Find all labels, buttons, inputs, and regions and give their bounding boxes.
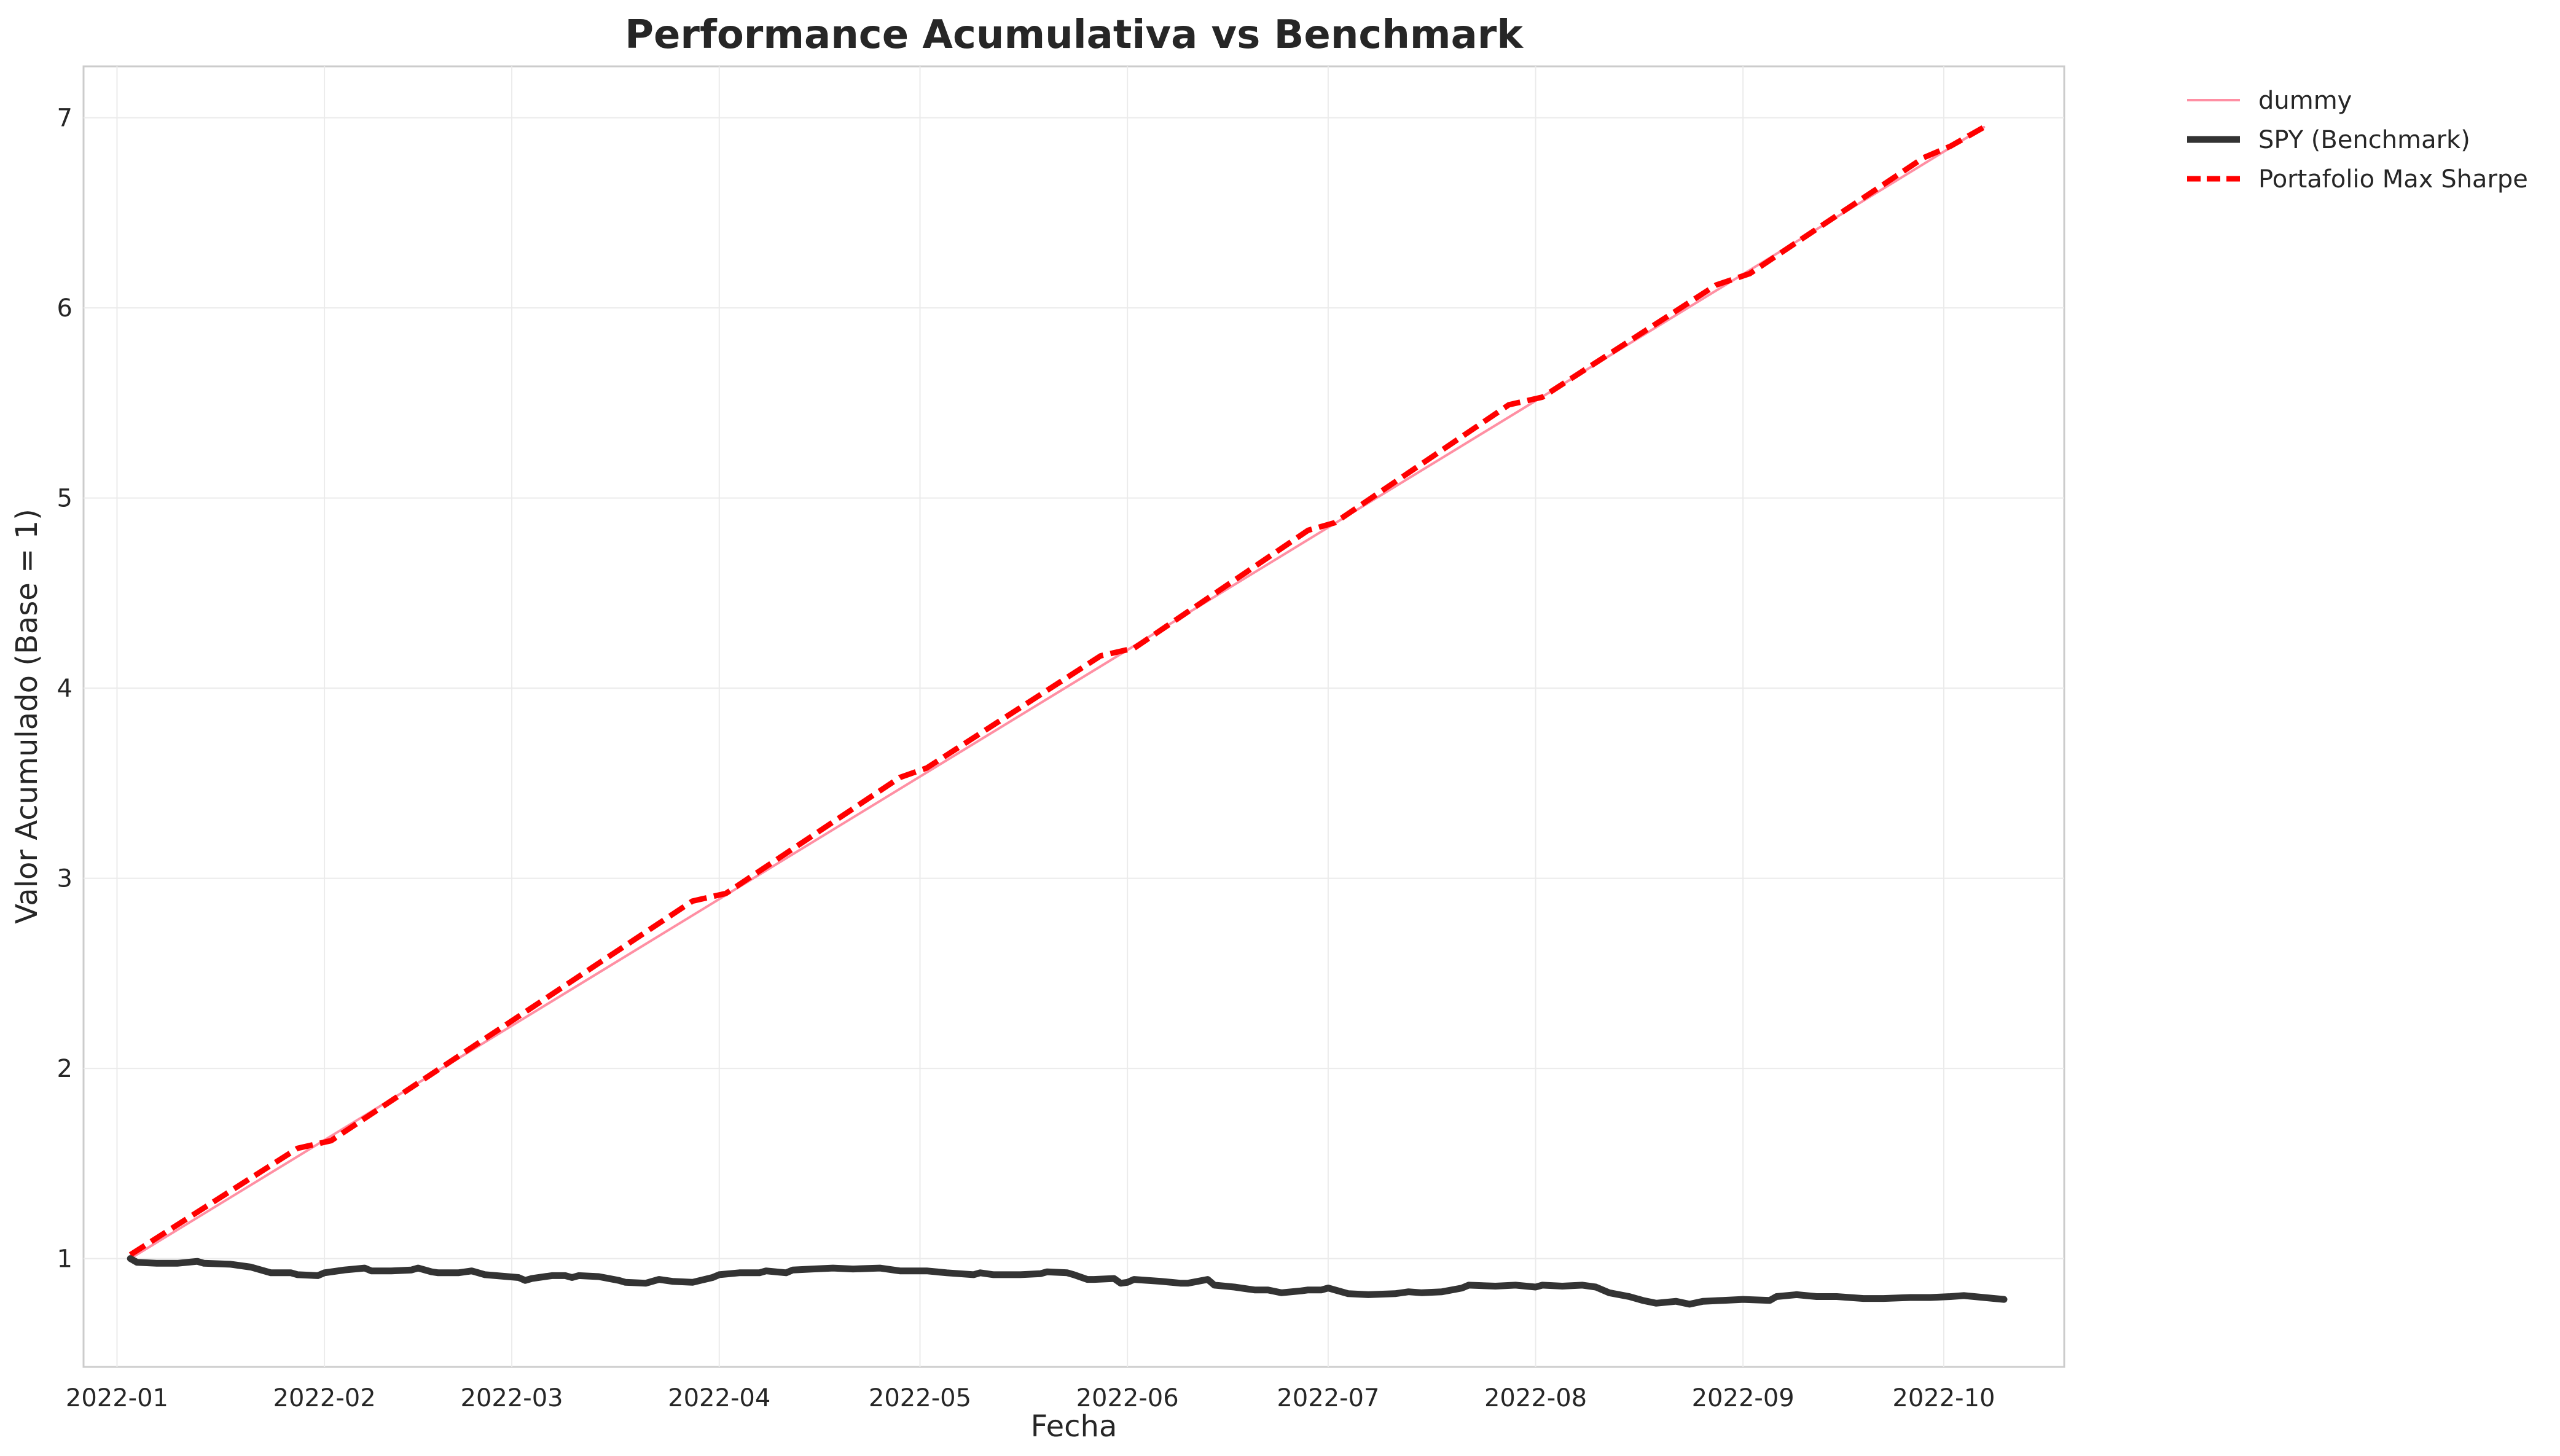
y-axis-label: Valor Acumulado (Base = 1): [10, 509, 44, 924]
x-axis-label: Fecha: [1031, 1409, 1118, 1444]
x-tick-label: 2022-09: [1692, 1384, 1795, 1412]
y-tick-label: 4: [57, 675, 72, 703]
x-tick-label: 2022-05: [869, 1384, 971, 1412]
legend-label: Portafolio Max Sharpe: [2258, 165, 2528, 194]
chart-title: Performance Acumulativa vs Benchmark: [625, 12, 1524, 58]
x-tick-label: 2022-08: [1484, 1384, 1587, 1412]
x-tick-label: 2022-02: [273, 1384, 376, 1412]
x-tick-label: 2022-10: [1892, 1384, 1995, 1412]
grid: [84, 66, 2064, 1367]
y-tick-label: 5: [57, 485, 72, 513]
y-tick-label: 7: [57, 104, 72, 133]
y-tick-label: 2: [57, 1055, 72, 1083]
legend-label: SPY (Benchmark): [2258, 126, 2470, 154]
x-tick-label: 2022-03: [461, 1384, 563, 1412]
plot-area: [82, 65, 2065, 1368]
legend-label: dummy: [2258, 87, 2352, 115]
y-tick-label: 1: [57, 1245, 72, 1274]
x-tick-label: 2022-01: [66, 1384, 168, 1412]
series-line-0: [129, 126, 1986, 1260]
series: [127, 125, 2008, 1308]
x-tick-label: 2022-07: [1277, 1384, 1379, 1412]
series-line-2: [128, 125, 1986, 1258]
y-tick-label: 6: [57, 294, 72, 323]
ticks: 1 2 3 4 5 6 7 2022-01 2022-02 2022-03 2022-04 2022-…: [57, 104, 1995, 1412]
legend: dummy SPY (Benchmark) Portafolio Max Sharp…: [2187, 87, 2528, 194]
x-tick-label: 2022-06: [1076, 1384, 1179, 1412]
y-tick-label: 3: [57, 865, 72, 893]
series-line-1: [127, 1255, 2008, 1308]
x-tick-label: 2022-04: [668, 1384, 770, 1412]
